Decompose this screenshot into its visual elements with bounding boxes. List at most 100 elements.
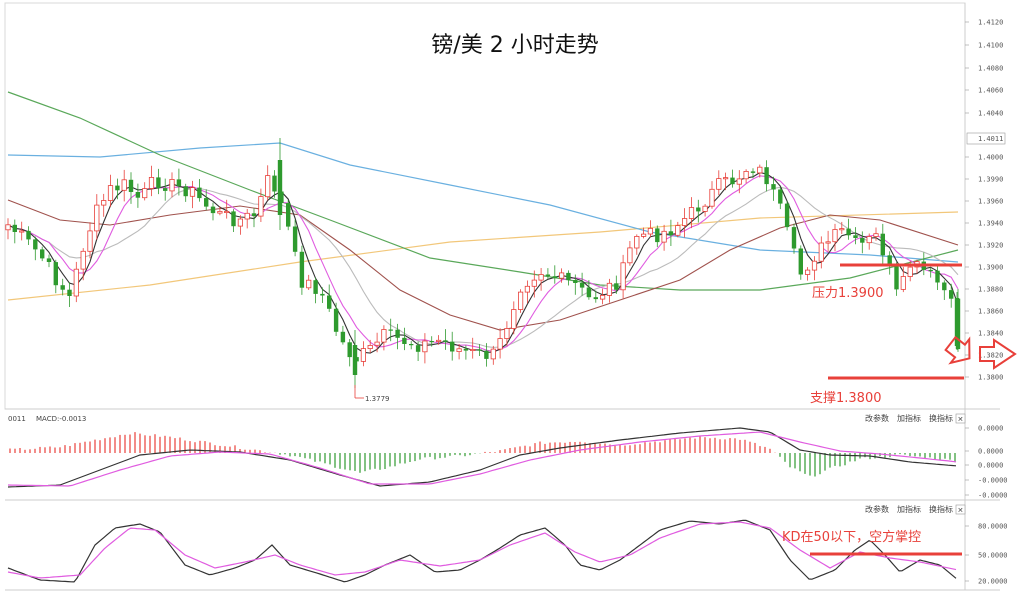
kd-close-button[interactable] — [955, 504, 966, 515]
candle-body — [286, 203, 291, 227]
macd-panel: 0011 MACD:-0.0013 改参数 加指标 换指标 ✕ 0.00000.… — [7, 413, 1008, 500]
candle-body — [477, 349, 482, 351]
candle-body — [928, 269, 933, 272]
candle-body — [237, 218, 243, 227]
kd-button-switch[interactable]: 换指标 — [929, 504, 953, 514]
candle-body — [949, 290, 954, 299]
candle-body — [559, 272, 565, 279]
price-panel-frame — [4, 2, 966, 410]
candle-body — [750, 171, 756, 173]
candle-body — [40, 249, 45, 259]
macd-button-params[interactable]: 改参数 — [865, 413, 889, 423]
candle-body — [620, 262, 626, 291]
candle-body — [860, 238, 865, 243]
ma-short — [7, 172, 959, 354]
candle-body — [661, 230, 667, 243]
macd-header-name: 0011 — [8, 415, 26, 423]
candle-body — [429, 341, 434, 343]
candle-body — [764, 167, 769, 185]
down-arrow-icon — [944, 335, 971, 365]
candle-body — [593, 297, 598, 300]
candle-body — [422, 340, 428, 353]
candle-body — [942, 282, 947, 291]
candle-body — [647, 227, 654, 235]
ma-green — [7, 91, 959, 291]
candle-body — [367, 344, 373, 349]
candle-body — [374, 341, 380, 346]
candle-body — [935, 270, 940, 283]
kd-annotation: KD在50以下，空方掌控 — [782, 529, 921, 545]
candle-body — [26, 230, 31, 240]
candle-body — [450, 341, 455, 352]
candle-body — [484, 350, 489, 359]
ma-long-blue — [7, 142, 959, 263]
candle-body — [545, 274, 551, 277]
candle-body — [388, 329, 393, 331]
macd-axis: 0.0000 0.0000 0.0000 -0.0000 -0.0000 — [965, 425, 1008, 500]
candle-body — [873, 233, 879, 237]
candle-body — [634, 235, 640, 249]
candle-body — [395, 329, 400, 338]
candle-body — [115, 185, 120, 191]
candle-body — [907, 266, 913, 277]
candle-body — [135, 192, 141, 198]
price-tick-label: 1.3880 — [978, 286, 1003, 294]
ma-gray — [7, 186, 959, 348]
price-tick-label: 1.4000 — [978, 154, 1003, 162]
candle-body — [333, 308, 339, 332]
candle-body — [723, 177, 729, 180]
price-tick-label: 1.3960 — [978, 198, 1003, 206]
kd-d-line — [7, 521, 957, 579]
candle-body — [67, 289, 72, 296]
candle-body — [169, 178, 175, 192]
candle-body — [798, 248, 803, 275]
candle-body — [641, 233, 647, 237]
candle-body — [730, 177, 735, 185]
candle-body — [313, 280, 318, 294]
macd-button-add[interactable]: 加指标 — [897, 413, 921, 423]
candle-body — [743, 170, 749, 180]
candle-body — [954, 298, 960, 346]
candle-body — [757, 166, 763, 174]
candle-body — [402, 337, 407, 344]
candle-body — [682, 218, 688, 226]
candle-body — [204, 198, 209, 207]
candle-body — [156, 177, 161, 189]
candle-body — [197, 187, 202, 199]
candle-body — [360, 348, 367, 362]
candle-body — [231, 211, 236, 227]
candle-body — [272, 175, 277, 192]
price-tick-label: 1.4100 — [978, 42, 1003, 50]
candle-body — [265, 175, 271, 198]
price-tick-label: 1.3840 — [978, 330, 1003, 338]
kd-button-add[interactable]: 加指标 — [897, 504, 921, 514]
candle-body — [791, 227, 797, 249]
macd-close-button[interactable] — [955, 413, 966, 424]
candle-body — [107, 185, 114, 201]
chart-title: 镑/美 2 小时走势 — [431, 33, 598, 58]
macd-tick-label: 0.0000 — [978, 425, 1003, 433]
candle-body — [846, 228, 851, 236]
last-price-box — [966, 132, 1006, 145]
candle-body — [128, 179, 134, 192]
candle-body — [277, 160, 283, 215]
candle-body — [5, 224, 11, 231]
macd-button-switch[interactable]: 换指标 — [929, 413, 953, 423]
candle-body — [655, 228, 660, 243]
kd-button-params[interactable]: 改参数 — [865, 504, 889, 514]
candle-body — [121, 179, 127, 191]
kd-tick-label: 80.0000 — [978, 523, 1008, 531]
candle-body — [352, 345, 358, 375]
candle-body — [579, 283, 585, 288]
macd-header-value: MACD:-0.0013 — [36, 415, 86, 423]
price-axis: 1.4120 1.4100 1.4080 1.4060 1.4040 1.4000 1.39… — [965, 19, 1003, 382]
price-tick-label: 1.3820 — [978, 352, 1003, 360]
candle-body — [524, 285, 531, 293]
candle-body — [224, 210, 230, 213]
price-tick-label: 1.4060 — [978, 87, 1003, 95]
macd-tick-label: 0.0000 — [978, 448, 1003, 456]
low-marker-label: 1.3779 — [365, 395, 390, 403]
candle-body — [19, 230, 25, 233]
candle-body — [880, 233, 885, 256]
